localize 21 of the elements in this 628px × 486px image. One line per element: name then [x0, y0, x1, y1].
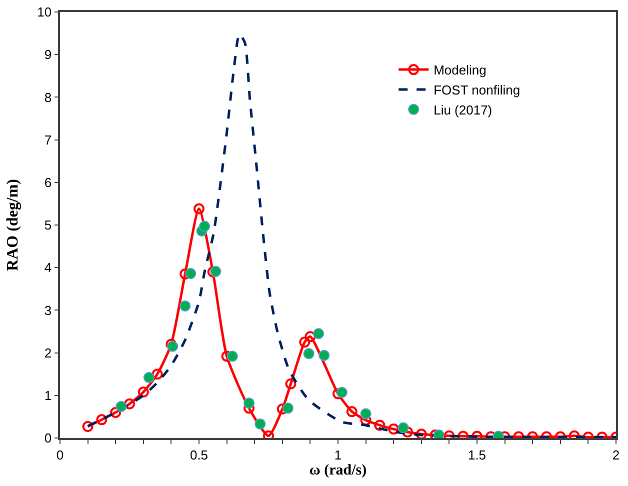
- x-tick-label: 1.5: [468, 447, 486, 462]
- legend-label: Liu (2017): [434, 102, 492, 118]
- y-tick-label: 7: [44, 132, 52, 148]
- y-tick-label: 4: [44, 260, 52, 276]
- y-tick-label: 1: [44, 388, 52, 403]
- y-tick-label: 9: [44, 47, 52, 62]
- legend-label: Modeling: [434, 62, 486, 78]
- x-tick-label: 0: [56, 447, 64, 462]
- y-tick-label: 8: [44, 90, 52, 105]
- y-tick-label: 6: [44, 174, 52, 190]
- y-tick-label: 2: [44, 345, 52, 360]
- x-tick-label: 0.5: [190, 447, 208, 462]
- y-tick-label: 10: [37, 4, 52, 20]
- x-tick-label: 2: [612, 447, 620, 462]
- y-axis-title: RAO (deg/m): [4, 179, 22, 271]
- y-tick-label: 5: [44, 218, 52, 233]
- y-tick-label: 0: [44, 430, 52, 446]
- x-tick-label: 1: [334, 447, 342, 462]
- x-axis-title: ω (rad/s): [309, 462, 367, 478]
- y-tick-label: 3: [44, 302, 52, 318]
- legend-label: FOST nonfiling: [434, 82, 520, 98]
